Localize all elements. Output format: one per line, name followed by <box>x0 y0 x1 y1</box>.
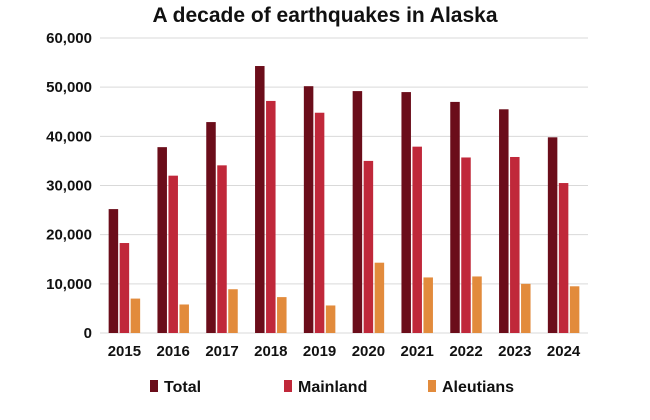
chart-title: A decade of earthquakes in Alaska <box>152 4 497 27</box>
bar-total-2024 <box>547 137 558 333</box>
bar-total-2016 <box>157 147 167 333</box>
legend-label-mainland: Mainland <box>298 379 367 396</box>
x-tick-label: 2015 <box>108 343 141 360</box>
x-tick-label: 2017 <box>205 343 238 360</box>
bar-mainland-2024 <box>558 183 569 333</box>
bar-total-2019 <box>303 86 314 333</box>
bar-aleutians-2016 <box>179 304 189 333</box>
legend-label-total: Total <box>164 379 201 396</box>
x-tick-label: 2018 <box>254 343 287 360</box>
bar-total-2022 <box>450 101 460 334</box>
bar-mainland-2018 <box>266 100 276 333</box>
legend-swatch-total <box>150 380 158 392</box>
x-tick-label: 2020 <box>352 343 385 360</box>
bars <box>108 66 580 334</box>
bar-aleutians-2023 <box>521 283 531 333</box>
x-tick-label: 2022 <box>449 343 482 360</box>
bar-aleutians-2015 <box>130 298 141 333</box>
bar-aleutians-2017 <box>228 289 238 333</box>
y-tick-label: 50,000 <box>46 79 92 96</box>
x-tick-label: 2023 <box>498 343 531 360</box>
bar-aleutians-2024 <box>569 286 580 333</box>
y-tick-label: 10,000 <box>46 276 92 293</box>
bar-aleutians-2018 <box>277 297 287 333</box>
legend-swatch-aleutians <box>428 380 436 392</box>
bar-mainland-2019 <box>314 112 325 333</box>
x-tick-label: 2016 <box>157 343 190 360</box>
bar-mainland-2022 <box>461 157 471 333</box>
legend-label-aleutians: Aleutians <box>442 379 514 396</box>
y-tick-label: 20,000 <box>46 227 92 244</box>
legend: Total Mainland Aleutians <box>150 379 514 396</box>
bar-total-2015 <box>108 209 119 333</box>
y-axis-tick-labels: 0 10,000 20,000 30,000 40,000 50,000 60,000 <box>46 30 92 342</box>
y-tick-label: 40,000 <box>46 128 92 145</box>
y-tick-label: 60,000 <box>46 30 92 47</box>
y-tick-label: 30,000 <box>46 178 92 195</box>
bar-mainland-2023 <box>510 156 520 333</box>
bar-mainland-2020 <box>363 160 374 333</box>
bar-aleutians-2022 <box>472 276 482 333</box>
gridlines <box>100 37 588 334</box>
bar-total-2021 <box>401 92 411 333</box>
bar-total-2023 <box>499 109 509 334</box>
x-tick-label: 2019 <box>303 343 336 360</box>
bar-total-2017 <box>206 122 216 333</box>
bar-aleutians-2020 <box>374 262 385 333</box>
bar-aleutians-2021 <box>423 277 433 333</box>
x-tick-label: 2021 <box>401 343 434 360</box>
bar-total-2018 <box>255 66 265 334</box>
legend-swatch-mainland <box>284 380 292 392</box>
bar-mainland-2021 <box>412 146 422 333</box>
bar-mainland-2015 <box>119 243 130 333</box>
x-tick-label: 2024 <box>547 343 581 360</box>
bar-total-2020 <box>352 91 363 333</box>
bar-mainland-2017 <box>217 165 227 333</box>
y-tick-label: 0 <box>84 325 92 342</box>
x-axis-tick-labels: 2015 2016 2017 2018 2019 2020 2021 2022 2023 2024 <box>108 343 581 360</box>
bar-mainland-2016 <box>168 175 178 333</box>
bar-aleutians-2019 <box>325 305 336 333</box>
